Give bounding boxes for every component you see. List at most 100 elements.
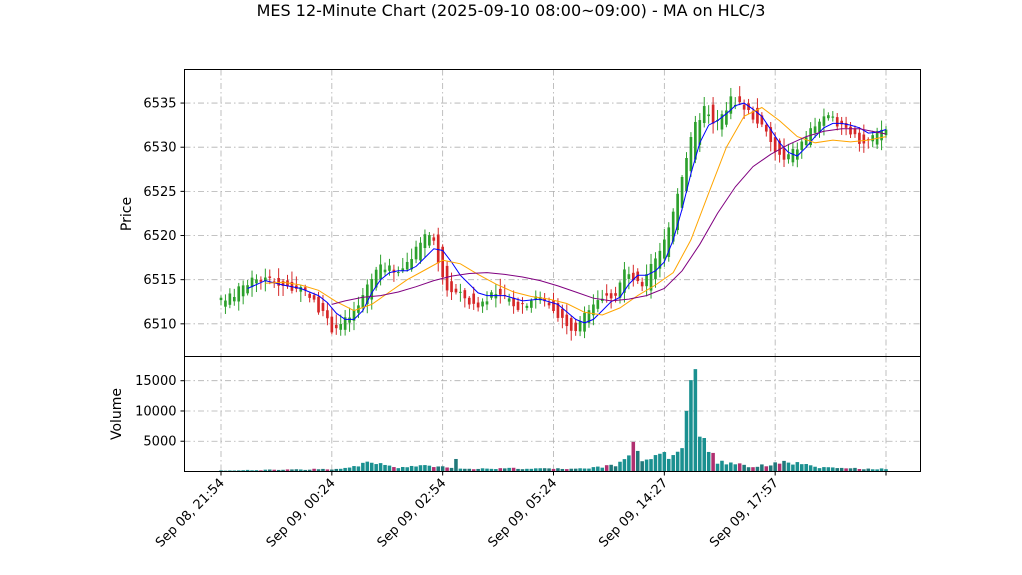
volume-bar — [405, 467, 409, 472]
volume-bar — [502, 468, 507, 472]
candle-body — [361, 295, 365, 308]
candle-body — [556, 303, 560, 318]
volume-bar — [511, 467, 516, 472]
candle-body — [343, 317, 347, 330]
volume-bar — [884, 469, 888, 472]
candle-body — [800, 141, 804, 150]
candle-body — [312, 295, 316, 300]
candle-body — [472, 293, 476, 304]
volume-bar — [604, 465, 609, 472]
candle-body — [760, 115, 764, 125]
candle-body — [835, 117, 839, 127]
candle-body — [476, 302, 480, 308]
candle-body — [583, 312, 586, 332]
volume-bar — [418, 465, 423, 472]
moving-average-lines — [247, 102, 887, 324]
volume-bar — [671, 455, 675, 472]
candle-body — [751, 111, 755, 120]
volume-bar — [556, 468, 560, 472]
candle-body — [547, 302, 551, 306]
volume-bar — [396, 468, 401, 472]
volume-bar — [649, 459, 653, 472]
volume-bar — [343, 467, 347, 472]
volume-bar — [879, 468, 884, 472]
price-tick-label: 6535 — [143, 97, 176, 112]
candle-body — [822, 116, 826, 126]
candle-body — [401, 268, 405, 272]
volume-bar — [635, 450, 640, 472]
candle-body — [787, 154, 790, 160]
volume-y-axis: 5000 10000 15000 — [135, 374, 185, 450]
volume-bar — [831, 467, 835, 472]
candle-body — [392, 269, 396, 273]
volume-bar — [245, 469, 250, 472]
candle-body — [769, 127, 773, 142]
price-y-axis: 6510 6515 6520 6525 6530 6535 — [143, 97, 185, 332]
candle-body — [370, 279, 374, 300]
volume-bar — [622, 459, 627, 472]
candle-body — [676, 193, 679, 231]
candle-body — [627, 274, 631, 279]
candle-body — [782, 148, 786, 160]
candle-body — [485, 301, 489, 305]
candle-body — [317, 296, 320, 313]
candle-body — [756, 107, 759, 124]
candle-body — [729, 96, 733, 114]
volume-bar — [826, 467, 831, 472]
volume-bar — [680, 448, 684, 472]
volume-bar — [507, 467, 511, 472]
candle-body — [339, 323, 343, 330]
volume-bar — [316, 469, 321, 472]
volume-bar — [325, 469, 330, 472]
volume-bar — [613, 466, 618, 472]
price-axis-label: Price — [119, 197, 135, 231]
candle-body — [352, 310, 356, 321]
volume-bar — [658, 453, 662, 472]
candle-body — [827, 115, 830, 119]
volume-bar — [516, 468, 520, 472]
candle-body — [618, 282, 622, 298]
volume-bar — [760, 464, 764, 472]
chart-title: MES 12-Minute Chart (2025-09-10 08:00~09… — [257, 1, 766, 20]
volume-bar — [666, 458, 671, 472]
candle-body — [530, 300, 533, 308]
volume-gridlines — [184, 356, 921, 472]
volume-bar — [365, 461, 370, 472]
volume-bar — [596, 466, 600, 472]
candle-body — [498, 288, 502, 295]
candle-body — [853, 128, 857, 135]
candle-body — [441, 246, 444, 278]
volume-bar — [720, 460, 724, 472]
volume-bar — [582, 468, 587, 472]
candle-body — [809, 128, 812, 146]
volume-bar — [427, 465, 432, 472]
moving-average-line — [247, 102, 887, 324]
candle-body — [423, 234, 427, 248]
volume-bar — [804, 464, 808, 472]
volume-bar — [848, 468, 853, 472]
volume-bar — [471, 469, 476, 472]
volume-bar — [330, 469, 334, 472]
candle-body — [228, 293, 232, 305]
price-gridlines — [184, 69, 921, 357]
candle-body — [330, 316, 334, 333]
volume-bar — [822, 467, 826, 472]
volume-bar — [777, 463, 782, 472]
candle-body — [711, 104, 715, 124]
volume-bar — [675, 451, 680, 472]
volume-bar — [285, 469, 290, 472]
volume-bar — [489, 468, 494, 472]
volume-bar — [272, 469, 276, 472]
candle-body — [414, 246, 418, 260]
candle-body — [277, 278, 280, 286]
volume-bar — [569, 468, 574, 472]
candle-body — [569, 318, 573, 331]
candle-body — [232, 297, 236, 302]
candle-body — [707, 114, 710, 117]
price-tick-label: 6515 — [143, 273, 176, 288]
volume-bar — [565, 469, 569, 472]
candle-body — [649, 263, 653, 291]
candle-body — [804, 137, 808, 146]
candle-body — [454, 288, 458, 293]
